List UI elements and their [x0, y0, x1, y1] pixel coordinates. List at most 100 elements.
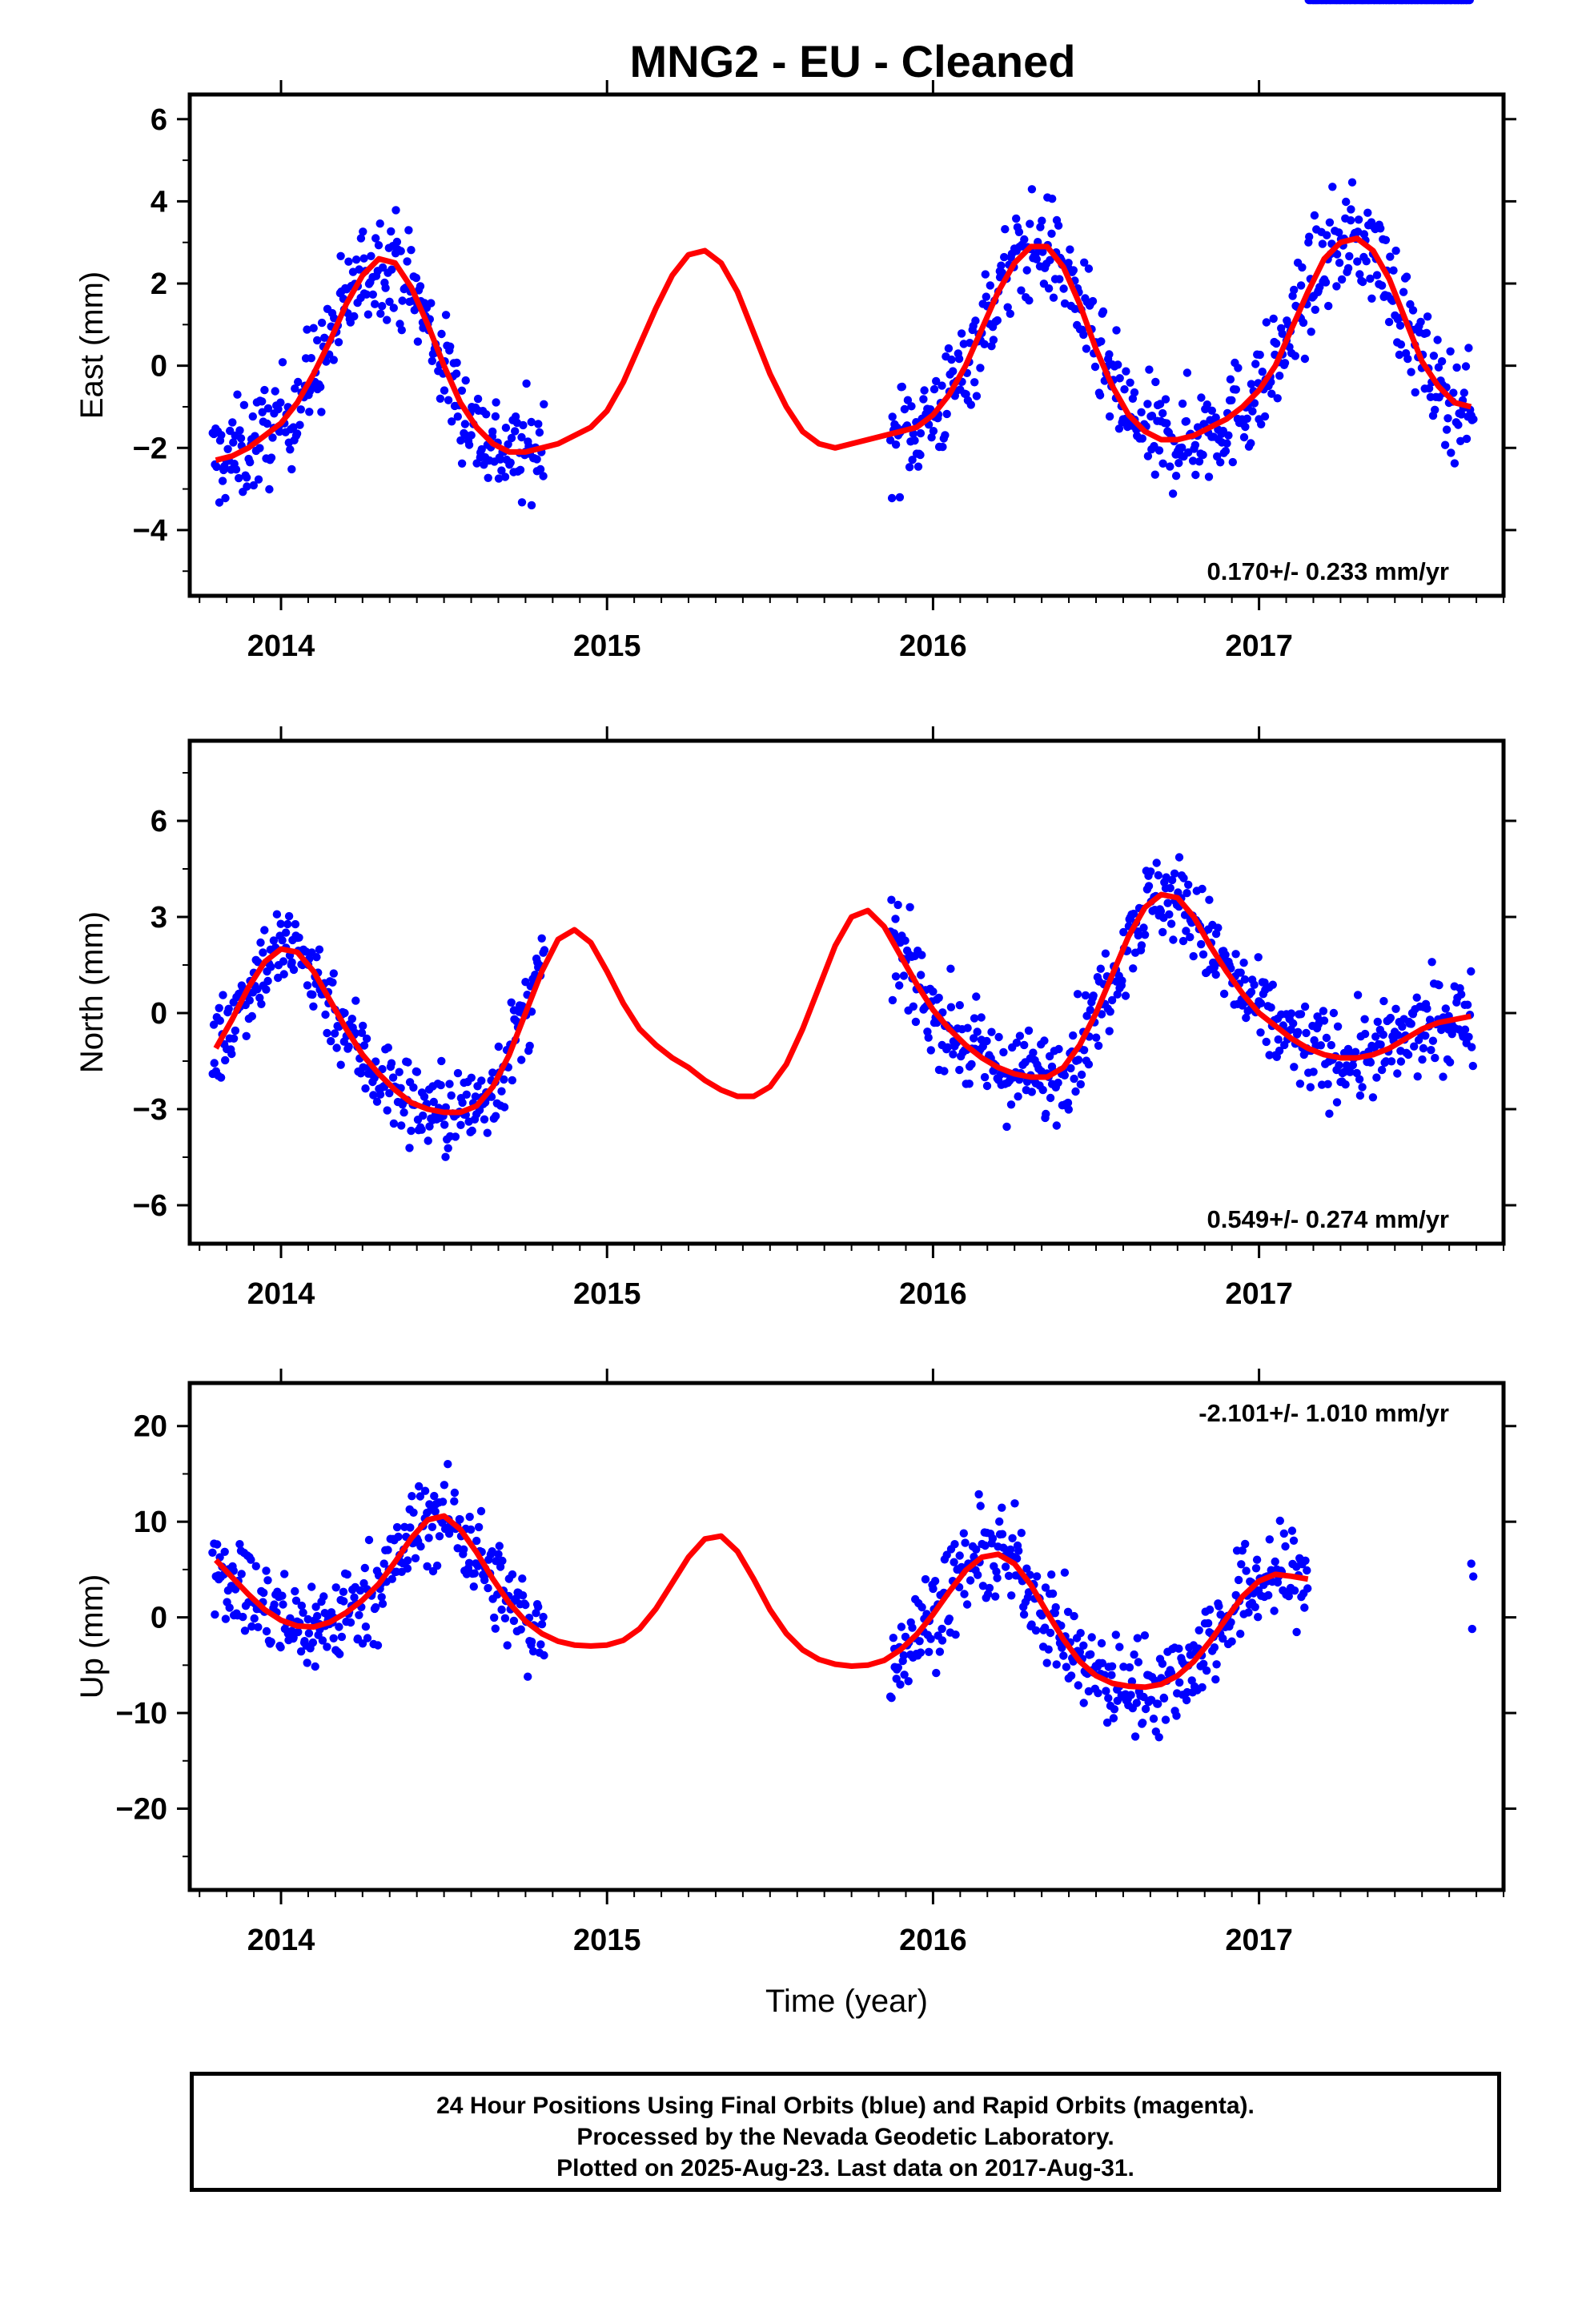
data-point: [247, 1011, 256, 1021]
data-point: [270, 1600, 279, 1609]
data-point: [492, 1557, 500, 1566]
data-point: [441, 1152, 450, 1161]
data-point: [284, 911, 294, 921]
data-point: [359, 1063, 367, 1072]
data-point: [1079, 1641, 1088, 1650]
data-point: [1027, 185, 1037, 194]
data-point: [946, 964, 955, 973]
data-point: [1435, 981, 1443, 990]
data-point: [1360, 1015, 1369, 1023]
data-point: [1443, 414, 1452, 423]
data-point: [460, 420, 470, 428]
data-point: [1446, 347, 1455, 356]
data-point: [1046, 1093, 1055, 1103]
data-point: [1303, 1566, 1311, 1575]
up-scatter-points: [208, 0, 1478, 1742]
data-point: [419, 1111, 428, 1120]
data-point: [995, 1517, 1004, 1526]
data-point: [893, 1663, 903, 1672]
data-point: [1269, 314, 1278, 324]
data-point: [1386, 252, 1395, 261]
data-point: [1279, 1529, 1289, 1538]
data-point: [1250, 399, 1259, 408]
data-point: [1311, 305, 1320, 314]
data-point: [468, 1126, 476, 1136]
data-point: [440, 1120, 449, 1129]
data-point: [524, 1672, 532, 1681]
data-point: [215, 1003, 223, 1013]
data-point: [1355, 270, 1364, 279]
data-point: [981, 1541, 990, 1550]
data-point: [938, 1624, 946, 1634]
data-point: [1179, 874, 1188, 883]
data-point: [1051, 1602, 1060, 1612]
data-point: [1452, 363, 1461, 372]
data-point: [1275, 1516, 1285, 1526]
data-point: [278, 1591, 287, 1600]
data-point: [395, 1068, 404, 1076]
data-point: [1247, 987, 1256, 996]
data-point: [286, 445, 295, 454]
data-point: [460, 1545, 468, 1554]
data-point: [1199, 450, 1207, 460]
data-point: [1456, 436, 1465, 445]
data-point: [221, 1614, 231, 1623]
data-point: [915, 1637, 924, 1646]
data-point: [1389, 266, 1398, 275]
data-point: [972, 1545, 981, 1554]
data-point: [1107, 995, 1117, 1005]
data-point: [494, 1550, 503, 1559]
data-point: [1069, 1031, 1078, 1040]
data-point: [1058, 1643, 1066, 1652]
data-point: [1182, 1695, 1191, 1705]
data-point: [484, 473, 492, 482]
data-point: [274, 404, 283, 414]
data-point: [1126, 378, 1134, 387]
data-point: [1376, 1040, 1385, 1049]
data-point: [1006, 1545, 1015, 1554]
data-point: [1060, 1071, 1070, 1080]
data-point: [307, 354, 315, 363]
data-point: [1012, 1038, 1022, 1047]
data-point: [1262, 1037, 1271, 1047]
data-point: [962, 1600, 972, 1609]
data-point: [989, 336, 998, 344]
data-point: [955, 1065, 964, 1075]
data-point: [1048, 1589, 1058, 1598]
data-point: [1063, 1607, 1073, 1617]
data-point: [469, 1582, 478, 1591]
y-tick-label: 0: [151, 1602, 167, 1635]
data-point: [1468, 1624, 1477, 1634]
data-point: [1260, 412, 1270, 421]
data-point: [330, 1029, 339, 1038]
data-point: [392, 1522, 402, 1532]
data-point: [917, 1602, 926, 1612]
data-point: [539, 472, 548, 480]
data-point: [1114, 424, 1124, 433]
data-point: [930, 1577, 940, 1586]
data-point: [1079, 330, 1088, 340]
data-point: [1254, 953, 1263, 962]
data-point: [949, 367, 958, 376]
data-point: [1351, 1047, 1360, 1056]
data-point: [1273, 394, 1282, 403]
data-point: [1097, 337, 1106, 346]
data-point: [407, 1126, 416, 1136]
data-point: [1086, 1006, 1095, 1015]
data-point: [255, 993, 264, 1003]
data-point: [1197, 393, 1206, 402]
data-point: [911, 1017, 921, 1027]
data-point: [1469, 1572, 1478, 1581]
data-point: [309, 1002, 318, 1011]
data-point: [971, 316, 980, 325]
data-point: [1169, 935, 1178, 944]
data-point: [1280, 359, 1290, 368]
data-point: [456, 1515, 464, 1524]
data-point: [988, 1534, 998, 1543]
data-point: [1015, 1031, 1025, 1040]
data-point: [322, 357, 331, 366]
data-point: [1132, 1699, 1142, 1707]
data-point: [231, 1585, 240, 1594]
data-point: [1407, 1019, 1415, 1028]
data-point: [1114, 360, 1122, 369]
